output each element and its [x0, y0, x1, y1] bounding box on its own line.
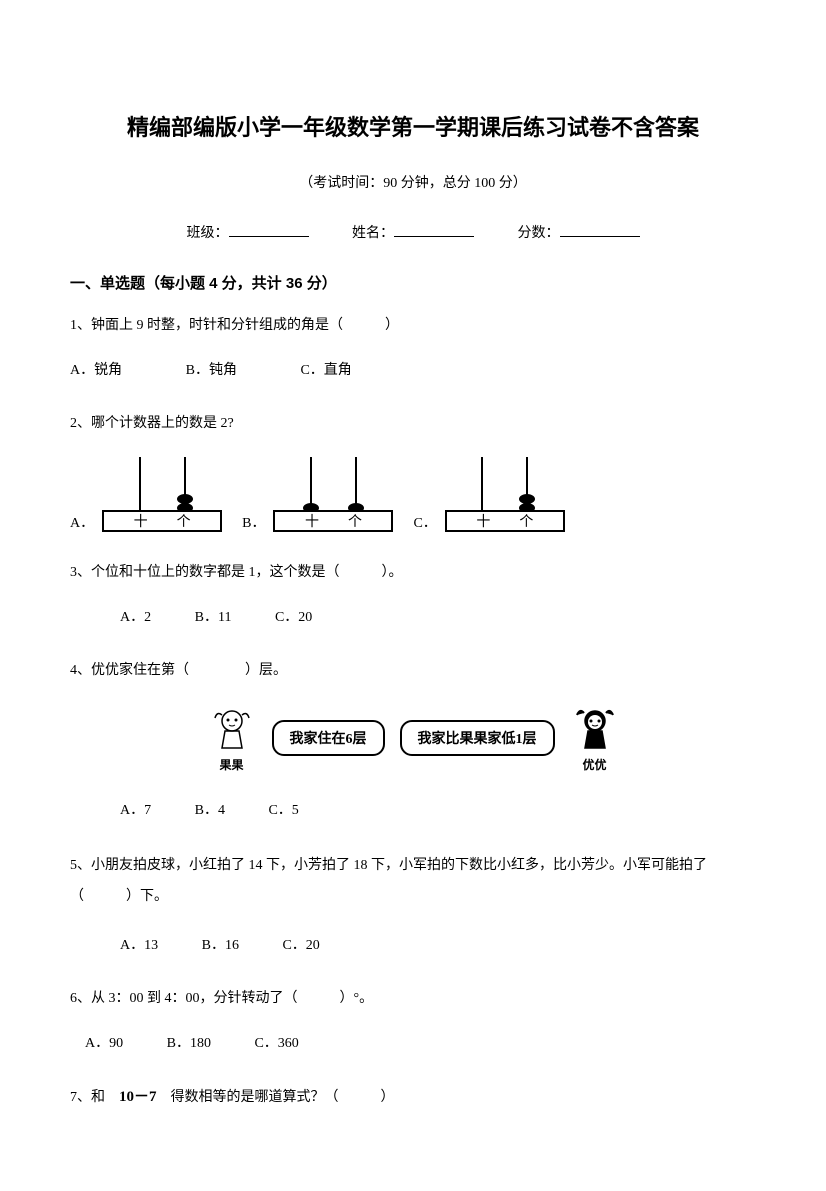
question-5-options: A．13 B．16 C．20	[70, 933, 756, 958]
character-guoguo: 果果	[207, 703, 257, 773]
question-4-options: A．7 B．4 C．5	[70, 798, 756, 823]
q3-option-a: A．2	[120, 605, 151, 630]
ones-char: 个	[177, 511, 191, 531]
question-6: 6、从 3：00 到 4：00，分针转动了（ ）°。	[70, 986, 756, 1011]
question-1-options: A．锐角 B．钝角 C．直角	[70, 358, 756, 383]
q2-option-a: A． 十 个	[70, 457, 222, 532]
name-label: 姓名：	[352, 226, 394, 241]
student-info-row: 班级： 姓名： 分数：	[70, 222, 756, 242]
question-1: 1、钟面上 9 时整，时针和分针组成的角是（ ）	[70, 313, 756, 338]
question-4-dialogue: 果果 我家住在6层 我家比果果家低1层 优优	[70, 703, 756, 773]
q5-option-c: C．20	[282, 933, 319, 958]
question-3: 3、个位和十位上的数字都是 1，这个数是（ ）。	[70, 560, 756, 585]
q4-option-b: B．4	[195, 798, 225, 823]
score-blank[interactable]	[560, 236, 640, 237]
q1-option-c: C．直角	[300, 358, 351, 383]
q6-option-b: B．180	[167, 1031, 211, 1056]
character-youyou: 优优	[570, 703, 620, 773]
q3-option-b: B．11	[195, 605, 232, 630]
abacus-b-tens-rod	[310, 457, 312, 512]
q2-label-a: A．	[70, 512, 94, 532]
q2-option-c: C． 十 个	[413, 457, 564, 532]
question-7: 7、和 10－7 得数相等的是哪道算式？（ ）	[70, 1084, 756, 1111]
q6-option-c: C．360	[254, 1031, 298, 1056]
tens-char: 十	[134, 511, 148, 531]
speech-bubble-1: 我家住在6层	[272, 720, 385, 756]
question-4: 4、优优家住在第（ ）层。	[70, 658, 756, 683]
char2-name: 优优	[582, 756, 606, 773]
girl-icon	[207, 703, 257, 753]
q1-option-a: A．锐角	[70, 358, 122, 383]
q7-expression: 10－7	[119, 1089, 157, 1105]
class-blank[interactable]	[229, 236, 309, 237]
q4-option-c: C．5	[268, 798, 298, 823]
girl-icon	[570, 703, 620, 753]
ones-char: 个	[519, 511, 533, 531]
abacus-c: 十 个	[445, 457, 565, 532]
q5-option-a: A．13	[120, 933, 158, 958]
score-label: 分数：	[518, 226, 560, 241]
class-label: 班级：	[187, 226, 229, 241]
q7-text-pre: 7、和	[70, 1090, 119, 1105]
abacus-c-ones-rod	[526, 457, 528, 512]
speech-bubble-2: 我家比果果家低1层	[400, 720, 555, 756]
question-6-options: A．90 B．180 C．360	[70, 1031, 756, 1056]
abacus-c-tens-rod	[481, 457, 483, 512]
question-2: 2、哪个计数器上的数是 2?	[70, 411, 756, 436]
exam-title: 精编部编版小学一年级数学第一学期课后练习试卷不含答案	[70, 110, 756, 142]
q2-option-b: B． 十 个	[242, 457, 393, 532]
abacus-a-ones-rod	[184, 457, 186, 512]
tens-char: 十	[476, 511, 490, 531]
name-blank[interactable]	[394, 236, 474, 237]
abacus-a: 十 个	[102, 457, 222, 532]
question-5: 5、小朋友拍皮球，小红拍了 14 下，小芳拍了 18 下，小军拍的下数比小红多，…	[70, 851, 756, 913]
tens-char: 十	[305, 511, 319, 531]
section-1-header: 一、单选题（每小题 4 分，共计 36 分）	[70, 272, 756, 293]
q5-option-b: B．16	[202, 933, 239, 958]
ones-char: 个	[348, 511, 362, 531]
abacus-a-tens-rod	[139, 457, 141, 512]
q7-text-post: 得数相等的是哪道算式？（ ）	[157, 1090, 395, 1105]
q6-option-a: A．90	[85, 1031, 123, 1056]
question-2-options: A． 十 个 B． 十	[70, 457, 756, 532]
exam-subtitle: （考试时间：90 分钟，总分 100 分）	[70, 172, 756, 192]
q3-option-c: C．20	[275, 605, 312, 630]
abacus-b: 十 个	[273, 457, 393, 532]
q2-label-b: B．	[242, 512, 265, 532]
q1-option-b: B．钝角	[186, 358, 237, 383]
q4-option-a: A．7	[120, 798, 151, 823]
q2-label-c: C．	[413, 512, 436, 532]
char1-name: 果果	[219, 756, 243, 773]
abacus-b-ones-rod	[355, 457, 357, 512]
question-3-options: A．2 B．11 C．20	[70, 605, 756, 630]
